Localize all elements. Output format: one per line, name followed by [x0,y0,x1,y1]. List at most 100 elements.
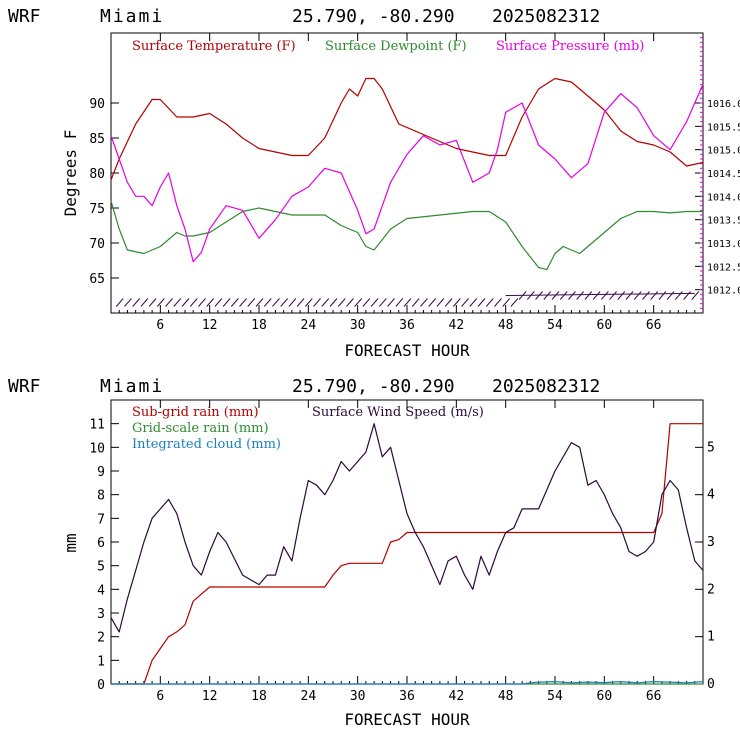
wind-barb [198,298,206,307]
y-tick-label: 85 [89,132,105,147]
panel2-x-ticks: 6 12 18 24 30 36 42 48 54 60 66 [118,400,696,704]
y-tick-label: 70 [89,237,105,252]
wind-barb [288,298,297,307]
panel-precipitation: WRF Miami 25.790, -80.290 2025082312 6 1 2… [8,376,715,729]
y2-tick-label: 1015.0 [707,146,740,157]
wind-barb [551,291,560,300]
y-tick-label: 8 [97,489,105,504]
y2-tick-label: 3 [707,535,715,550]
panel1-location-label: Miami [100,6,164,27]
panel1-series [110,77,704,271]
wind-barb [559,291,568,300]
wind-barb [272,298,280,307]
y2-tick-label: 1014.0 [707,192,740,203]
panel1-model-label: WRF [8,6,41,27]
wind-barb [411,298,420,307]
y2-tick-label: 1014.5 [707,169,740,180]
x-tick-label: 66 [646,318,662,333]
wind-barb [321,298,330,307]
wind-speed-line [110,423,704,633]
y-tick-label: 65 [89,272,105,287]
wind-barb [469,298,478,307]
legend-integrated-cloud: Integrated cloud (mm) [132,437,281,452]
x-tick-label: 60 [597,689,613,704]
wind-barb [395,298,404,307]
wind-barb [346,298,354,307]
wind-barb [280,298,289,307]
y-tick-label: 1 [97,654,105,669]
panel2-y2-ticks: 0 1 2 3 4 5 [695,440,715,692]
y-tick-label: 80 [89,167,105,182]
x-tick-label: 18 [251,689,267,704]
y-tick-label: 90 [89,97,105,112]
x-tick-label: 6 [156,689,164,704]
x-tick-label: 48 [498,318,514,333]
y-tick-label: 4 [97,583,105,598]
panel1-y-axis-label: Degrees F [61,130,80,217]
y-tick-label: 11 [89,418,105,433]
wind-barb [124,298,132,307]
y2-tick-label: 2 [707,582,715,597]
wind-barb [452,298,461,307]
wind-barb [650,291,659,300]
subgrid-rain-line [111,423,703,685]
panel2-series [110,423,704,685]
y2-tick-label: 1015.5 [707,122,740,133]
legend-dewpoint: Surface Dewpoint (F) [325,39,467,54]
legend-subgrid-rain: Sub-grid rain (mm) [132,405,259,420]
panel2-x-axis-label: FORECAST HOUR [344,710,470,729]
dewpoint-line [110,200,703,271]
wind-barb [494,298,502,307]
y-tick-label: 10 [89,441,105,456]
wind-barb [362,298,371,307]
panel2-model-label: WRF [8,376,41,397]
legend-gridscale-rain: Grid-scale rain (mm) [132,421,269,436]
wind-barb [181,298,190,307]
panel2-init-label: 2025082312 [492,376,600,397]
panel1-coords-label: 25.790, -80.290 [292,6,455,27]
wind-barb [263,298,272,307]
x-tick-label: 12 [202,318,218,333]
wind-barb [403,298,412,307]
panel2-location-label: Miami [100,376,164,397]
x-tick-label: 24 [301,318,317,333]
wind-barb [609,291,617,300]
x-tick-label: 6 [156,318,164,333]
x-tick-label: 36 [399,318,415,333]
wind-barb [387,298,395,307]
y2-tick-label: 4 [707,488,715,503]
wind-barb [691,291,700,300]
wind-barb [428,298,437,307]
wind-barb [222,298,231,307]
y2-tick-label: 1012.0 [707,286,740,297]
wind-barb [444,298,453,307]
wind-barb [510,298,519,307]
wind-barb [329,298,338,307]
wind-barbs [115,291,700,307]
x-tick-label: 42 [449,318,465,333]
legend-temperature: Surface Temperature (F) [132,39,296,54]
wind-barb [296,298,305,307]
y-tick-label: 6 [97,536,105,551]
pressure-line [110,84,704,263]
wind-barb [502,298,511,307]
wind-barb [633,291,642,300]
panel1-y-ticks: 65 70 75 80 85 90 [89,97,119,287]
panel2-y-ticks: 0 1 2 3 4 5 6 7 8 9 10 11 [89,418,119,693]
wind-barb [148,298,157,307]
wind-barb [683,291,691,300]
y-tick-label: 5 [97,560,105,575]
y2-tick-label: 1013.0 [707,239,740,250]
wind-barb [115,298,124,307]
panel1-frame [110,32,704,314]
wind-barb [304,298,313,307]
wind-barb [132,298,141,307]
wind-barb [436,298,445,307]
panel2-coords-label: 25.790, -80.290 [292,376,455,397]
wind-barb [576,291,585,300]
y-tick-label: 9 [97,465,105,480]
wind-barb [592,291,601,300]
panel1-init-label: 2025082312 [492,6,600,27]
wind-barb [642,291,650,300]
wind-barb-baseline [505,292,695,296]
